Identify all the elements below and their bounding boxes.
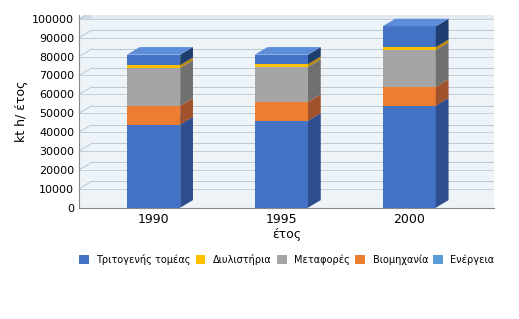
Polygon shape [308,94,321,121]
Polygon shape [255,113,321,121]
Polygon shape [127,117,193,124]
Polygon shape [127,68,180,106]
Polygon shape [255,94,321,102]
Polygon shape [383,98,448,106]
Polygon shape [436,42,448,87]
Polygon shape [180,57,193,68]
Polygon shape [436,98,448,208]
Polygon shape [383,42,448,50]
Polygon shape [127,98,193,106]
Polygon shape [383,106,436,208]
Polygon shape [127,106,180,124]
Polygon shape [255,67,308,102]
X-axis label: έτος: έτος [272,228,301,241]
Polygon shape [383,26,436,47]
Y-axis label: kt h/ έτος: kt h/ έτος [15,81,28,142]
Polygon shape [255,102,308,121]
Polygon shape [255,64,308,67]
Polygon shape [383,50,436,87]
Polygon shape [308,113,321,208]
Polygon shape [127,124,180,208]
Polygon shape [436,79,448,106]
Polygon shape [255,47,321,55]
Polygon shape [180,98,193,124]
Polygon shape [127,60,193,68]
Polygon shape [180,47,193,65]
Polygon shape [436,19,448,47]
Polygon shape [308,47,321,64]
Polygon shape [127,65,180,68]
Polygon shape [79,200,507,208]
Polygon shape [92,11,507,200]
Polygon shape [308,56,321,67]
Polygon shape [255,59,321,67]
Polygon shape [255,121,308,208]
Polygon shape [127,57,193,65]
Polygon shape [127,55,180,65]
Polygon shape [383,87,436,106]
Polygon shape [383,19,448,26]
Polygon shape [255,55,308,64]
Polygon shape [79,19,495,208]
Polygon shape [255,56,321,64]
Polygon shape [383,79,448,87]
Polygon shape [127,47,193,55]
Polygon shape [308,59,321,102]
Polygon shape [383,40,448,47]
Polygon shape [383,47,436,50]
Polygon shape [180,60,193,106]
Polygon shape [180,117,193,208]
Polygon shape [79,11,92,208]
Legend: Τριτογενής τομέας, Διυλιστήρια, Μεταφορές, Βιομηχανία, Ενέργεια: Τριτογενής τομέας, Διυλιστήρια, Μεταφορέ… [76,251,497,268]
Polygon shape [436,40,448,50]
